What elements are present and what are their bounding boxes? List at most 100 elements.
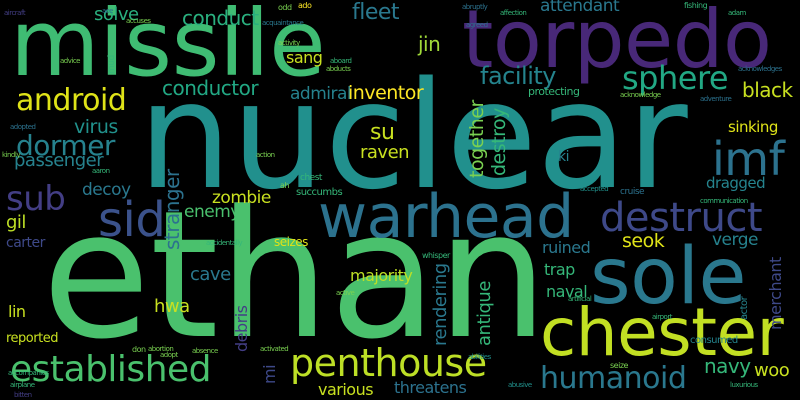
word-abortion: abortion <box>148 345 174 353</box>
word-airplane: airplane <box>10 381 35 389</box>
word-together: together <box>466 100 488 178</box>
word-kindly: kindly <box>2 151 20 159</box>
word-dragged: dragged <box>706 174 766 192</box>
word-antique: antique <box>474 281 495 346</box>
word-succumbs: succumbs <box>296 187 343 198</box>
word-trap: trap <box>544 260 575 279</box>
word-acquaintance: acquaintance <box>262 19 304 27</box>
word-aboard: aboard <box>330 57 352 65</box>
word-don: don <box>132 345 146 354</box>
word-enemy: enemy <box>184 202 240 222</box>
word-conduct: conduct <box>182 6 259 30</box>
word-humanoid: humanoid <box>540 361 687 396</box>
word-black: black <box>742 78 793 102</box>
word-fleet: fleet <box>352 0 400 25</box>
word-activity: activity <box>278 39 300 47</box>
word-accompanies: accompanies <box>8 369 49 377</box>
word-protecting: protecting <box>528 85 580 98</box>
word-aircraft: aircraft <box>4 9 26 17</box>
word-activated: activated <box>260 345 289 353</box>
word-chest: chest <box>300 173 322 183</box>
word-adopted: adopted <box>10 123 36 131</box>
word-raven: raven <box>360 142 410 163</box>
word-inventor: inventor <box>348 82 424 104</box>
word-sphere: sphere <box>622 59 729 97</box>
word-verge: verge <box>712 230 758 250</box>
word-abducts: abducts <box>326 65 351 73</box>
word-advice: advice <box>60 57 80 65</box>
word-various: various <box>318 380 374 399</box>
word-sid: sid <box>98 192 166 248</box>
word-naval: naval <box>546 282 588 301</box>
word-reported: reported <box>6 331 58 346</box>
word-torpedo: torpedo <box>462 0 772 86</box>
word-odd2: ado <box>298 1 312 10</box>
word-acknowledge: acknowledge <box>620 91 661 99</box>
word-warhead: warhead <box>318 182 574 252</box>
word-stranger: stranger <box>160 169 184 250</box>
word-ace: ace <box>102 7 113 15</box>
word-airport: airport <box>652 313 672 321</box>
word-decoy: decoy <box>82 180 131 200</box>
word-ruined: ruined <box>542 238 591 257</box>
word-imf: imf <box>712 132 785 186</box>
word-sole: sole <box>590 232 747 322</box>
word-destruct: destruct <box>600 195 763 241</box>
word-luxurious: luxurious <box>730 381 758 389</box>
word-woo: woo <box>754 360 790 381</box>
word-debris: debris <box>232 305 251 352</box>
word-adventure: adventure <box>700 95 732 103</box>
word-zombie: zombie <box>212 188 271 208</box>
word-solve: solve <box>94 4 139 25</box>
word-consumed: consumed <box>690 335 738 346</box>
word-cave: cave <box>190 264 231 285</box>
word-active: active <box>336 289 355 297</box>
word-hwa: hwa <box>154 296 190 317</box>
word-established: established <box>10 349 212 390</box>
word-abruptly: abruptly <box>462 3 488 11</box>
word-sub: sub <box>6 179 66 219</box>
word-dormer: dormer <box>16 129 115 162</box>
word-acknowledges: acknowledges <box>738 65 782 73</box>
word-chester: chester <box>540 294 784 371</box>
word-passenger: passenger <box>14 150 104 171</box>
word-affection: affection <box>500 9 527 17</box>
word-cruise: cruise <box>620 187 645 197</box>
word-nuclear: nuclear <box>138 50 688 222</box>
word-lin: lin <box>8 302 26 321</box>
word-seize: seize <box>610 361 628 370</box>
word-absence: absence <box>192 347 218 355</box>
word-bitten: bitten <box>14 391 32 399</box>
word-attendant: attendant <box>540 0 620 16</box>
word-android: android <box>16 83 127 118</box>
word-accuses: accuses <box>126 17 151 25</box>
word-fishing: fishing <box>684 1 708 10</box>
word-penthouse: penthouse <box>290 341 487 385</box>
word-destroy: destroy <box>488 108 510 176</box>
word-actor: actor <box>739 296 750 320</box>
word-adopt: adopt <box>160 351 178 359</box>
word-threatens: threatens <box>394 378 467 397</box>
word-ki: ki <box>558 149 570 165</box>
word-communication: communication <box>700 197 748 205</box>
word-seok: seok <box>622 230 665 252</box>
word-odd: odd <box>278 3 292 12</box>
word-artificial: artificial <box>568 295 592 303</box>
word-sinking: sinking <box>728 118 778 136</box>
word-navy: navy <box>704 354 751 378</box>
word-admiral: admiral <box>290 84 352 104</box>
word-abilities: abilities <box>468 353 491 361</box>
word-ethan: ethan <box>42 173 548 378</box>
word-majority: majority <box>350 266 413 285</box>
word-abusive: abusive <box>508 381 532 389</box>
word-ah: ah <box>280 181 289 190</box>
word-gil: gil <box>6 212 26 233</box>
word-rendering: rendering <box>430 263 451 346</box>
word-adam: adam <box>728 9 746 17</box>
word-missile: missile <box>10 0 326 97</box>
word-agreed: agreed <box>466 21 488 29</box>
word-merchant: merchant <box>766 257 785 330</box>
word-mud: mud <box>107 55 117 74</box>
word-seizes: seizes <box>274 235 308 249</box>
